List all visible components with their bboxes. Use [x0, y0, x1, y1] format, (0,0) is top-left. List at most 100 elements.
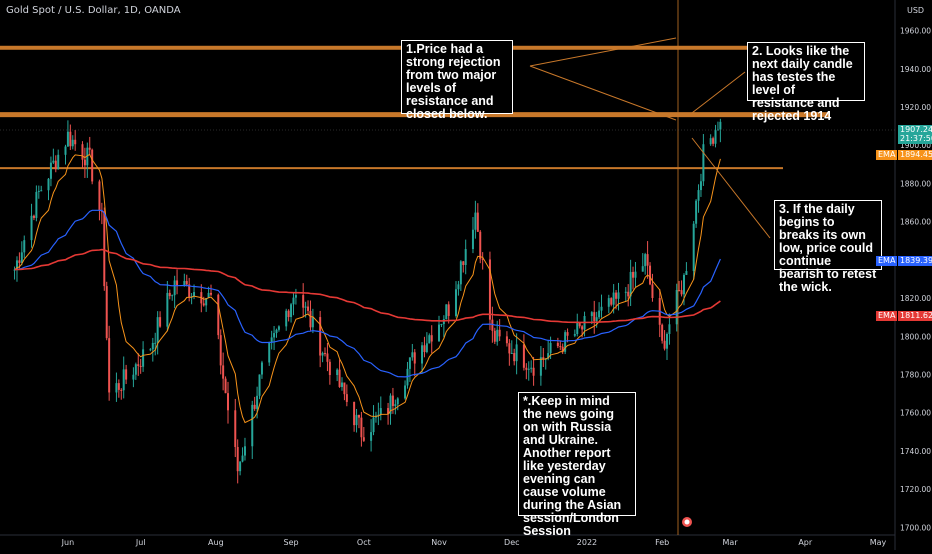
candle-body: [239, 461, 242, 472]
candle-body: [372, 417, 375, 433]
candle-body: [522, 344, 525, 368]
candle-body: [40, 190, 43, 192]
ema-slow-label: EMA: [876, 311, 898, 321]
candle-body: [610, 298, 613, 305]
candle-body: [547, 353, 550, 359]
candle-body: [290, 304, 293, 318]
candle-body: [493, 330, 496, 342]
ema-fast-value: 1894.455: [898, 150, 932, 160]
candle-body: [464, 249, 467, 265]
candle-body: [256, 395, 259, 409]
candle-body: [362, 437, 365, 441]
candle-body: [115, 383, 118, 393]
candle-body: [253, 404, 256, 409]
candle-body: [379, 408, 382, 415]
candle-body: [646, 254, 649, 266]
candle-body: [595, 317, 598, 322]
candle-body: [581, 326, 584, 330]
candle-body: [292, 297, 295, 305]
x-tick-label: Nov: [431, 538, 447, 547]
candle-body: [328, 361, 331, 375]
candle-body: [47, 178, 50, 191]
candle-body: [336, 369, 339, 375]
candle-body: [309, 310, 312, 328]
candle-body: [345, 394, 348, 402]
candle-body: [117, 383, 120, 390]
ema-fast-line: [14, 153, 721, 424]
candle-body: [217, 294, 220, 336]
candle-body: [122, 369, 125, 391]
candle-body: [166, 292, 169, 327]
candle-body: [566, 332, 569, 336]
candle-body: [83, 159, 86, 166]
candle-body: [268, 342, 271, 363]
y-tick-label: 1740.00: [900, 447, 931, 456]
x-tick-label: Feb: [655, 538, 669, 547]
candle-body: [251, 404, 254, 447]
candle-body: [285, 310, 288, 327]
candle-body: [549, 342, 552, 354]
candle-body: [81, 144, 84, 160]
candle-body: [510, 352, 513, 354]
symbol-title: Gold Spot / U.S. Dollar, 1D, OANDA: [6, 5, 181, 16]
candle-body: [387, 408, 390, 415]
candle-body: [430, 335, 433, 342]
candle-body: [149, 349, 152, 351]
candle-body: [355, 414, 358, 426]
candle-body: [258, 374, 261, 396]
y-tick-label: 1880.00: [900, 179, 931, 188]
candle-body: [30, 215, 33, 241]
candle-body: [302, 295, 305, 308]
candle-body: [459, 261, 462, 285]
candle-body: [421, 345, 424, 364]
candle-body: [438, 324, 441, 342]
candle-body: [156, 317, 159, 343]
candle-body: [590, 312, 593, 317]
candle-body: [678, 290, 681, 292]
annotation-arrow: [691, 137, 771, 239]
candle-body: [270, 337, 273, 343]
candle-body: [35, 191, 38, 218]
candle-body: [132, 374, 135, 380]
candle-body: [185, 280, 188, 285]
candle-body: [260, 362, 263, 375]
ema-mid-label: EMA: [876, 256, 898, 266]
candle-body: [695, 200, 698, 224]
resistance-level-major: [0, 112, 830, 118]
candle-body: [234, 410, 237, 447]
candle-body: [20, 252, 23, 263]
candle-body: [680, 290, 683, 295]
x-tick-label: Jul: [135, 538, 146, 547]
candle-body: [675, 290, 678, 325]
candle-body: [54, 160, 57, 170]
candle-body: [454, 289, 457, 316]
candle-body: [709, 138, 712, 145]
candle-body: [396, 398, 399, 405]
candle-body: [125, 369, 128, 380]
candle-body: [142, 349, 145, 367]
candle-body: [712, 138, 715, 144]
candle-body: [394, 404, 397, 406]
ema-mid-value: 1839.391: [898, 256, 932, 266]
candle-body: [277, 326, 280, 330]
candle-body: [183, 280, 186, 287]
support-level: [0, 167, 783, 170]
candle-body: [236, 446, 239, 472]
candle-body: [168, 292, 171, 297]
candle-body: [37, 190, 40, 192]
candle-body: [205, 298, 208, 306]
candle-body: [525, 367, 528, 370]
candle-body: [479, 231, 482, 259]
candle-body: [593, 312, 596, 322]
candle-body: [447, 304, 450, 316]
currency-label: USD: [907, 6, 924, 15]
candle-body: [644, 254, 647, 267]
y-tick-label: 1780.00: [900, 371, 931, 380]
candle-body: [692, 223, 695, 272]
y-tick-label: 1920.00: [900, 103, 931, 112]
annotation-1: 1.Price had a strong rejection from two …: [401, 40, 513, 121]
candle-body: [530, 367, 533, 369]
candle-body: [226, 393, 229, 411]
candle-body: [304, 306, 307, 308]
